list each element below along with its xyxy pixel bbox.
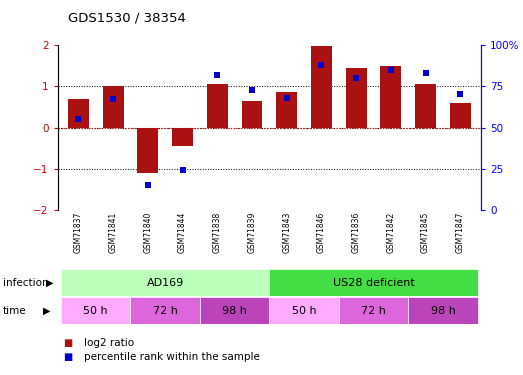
Point <box>456 92 464 98</box>
Text: 98 h: 98 h <box>222 306 247 316</box>
Point <box>248 87 256 93</box>
Text: GSM71840: GSM71840 <box>143 212 152 253</box>
Text: GSM71839: GSM71839 <box>247 212 256 253</box>
Text: infection: infection <box>3 278 48 288</box>
Bar <box>269 297 339 324</box>
Point <box>386 67 395 73</box>
Bar <box>138 128 158 173</box>
Bar <box>415 84 436 128</box>
Text: GSM71847: GSM71847 <box>456 212 465 253</box>
Bar <box>130 297 200 324</box>
Text: 50 h: 50 h <box>83 306 108 316</box>
Text: GSM71842: GSM71842 <box>386 212 395 253</box>
Bar <box>269 269 477 296</box>
Point <box>178 167 187 173</box>
Text: 50 h: 50 h <box>292 306 316 316</box>
Bar <box>311 46 332 128</box>
Text: US28 deficient: US28 deficient <box>333 278 414 288</box>
Text: log2 ratio: log2 ratio <box>84 338 134 348</box>
Point <box>352 75 360 81</box>
Bar <box>380 66 401 128</box>
Bar <box>207 84 228 128</box>
Text: GSM71837: GSM71837 <box>74 212 83 253</box>
Point <box>144 182 152 188</box>
Text: GSM71844: GSM71844 <box>178 212 187 253</box>
Bar <box>68 99 89 128</box>
Text: GSM71841: GSM71841 <box>109 212 118 253</box>
Text: 72 h: 72 h <box>153 306 178 316</box>
Text: percentile rank within the sample: percentile rank within the sample <box>84 352 259 362</box>
Bar <box>242 101 263 128</box>
Text: time: time <box>3 306 26 316</box>
Text: AD169: AD169 <box>146 278 184 288</box>
Bar <box>450 103 471 128</box>
Text: GSM71845: GSM71845 <box>421 212 430 253</box>
Bar <box>408 297 477 324</box>
Text: ▶: ▶ <box>46 278 53 288</box>
Text: 98 h: 98 h <box>430 306 456 316</box>
Bar <box>61 297 130 324</box>
Text: GSM71846: GSM71846 <box>317 212 326 253</box>
Bar <box>200 297 269 324</box>
Point <box>109 96 117 102</box>
Point <box>422 70 430 76</box>
Text: GDS1530 / 38354: GDS1530 / 38354 <box>68 11 186 24</box>
Bar <box>276 93 297 128</box>
Bar <box>172 128 193 146</box>
Text: ▶: ▶ <box>43 306 50 316</box>
Bar <box>346 68 367 128</box>
Bar <box>61 269 269 296</box>
Text: GSM71838: GSM71838 <box>213 212 222 253</box>
Point <box>213 72 221 78</box>
Bar <box>339 297 408 324</box>
Text: ■: ■ <box>63 338 72 348</box>
Point <box>74 116 83 122</box>
Text: GSM71836: GSM71836 <box>351 212 361 253</box>
Text: GSM71843: GSM71843 <box>282 212 291 253</box>
Point <box>317 62 326 68</box>
Text: 72 h: 72 h <box>361 306 386 316</box>
Bar <box>103 86 123 128</box>
Text: ■: ■ <box>63 352 72 362</box>
Point <box>282 95 291 101</box>
